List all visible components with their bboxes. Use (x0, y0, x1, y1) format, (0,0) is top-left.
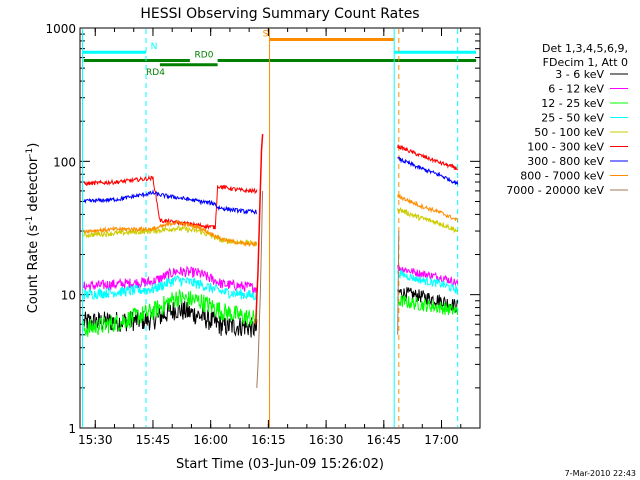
y-label-sup-2: -1 (25, 148, 35, 157)
chart-title: HESSI Observing Summary Count Rates (140, 6, 419, 22)
series-line-8 (256, 190, 264, 388)
legend-label: 3 - 6 keV (555, 68, 604, 81)
series-line-3 (397, 268, 459, 294)
series-line-5 (83, 174, 258, 231)
legend: Det 1,3,4,5,6,9, FDecim 1, Att 0 3 - 6 k… (506, 42, 628, 197)
y-label-part-1: Count Rate (s (26, 225, 41, 314)
x-tick-label: 15:30 (78, 433, 113, 447)
legend-header-2: FDecim 1, Att 0 (543, 56, 628, 69)
legend-label: 300 - 800 keV (527, 155, 604, 168)
series-line-1 (397, 264, 459, 287)
flare-spike (254, 134, 264, 325)
footer-timestamp: 7-Mar-2010 22:43 (565, 469, 636, 478)
series-line-8 (397, 231, 400, 335)
series-line-7 (83, 220, 258, 248)
y-label-part-3: ) (26, 143, 41, 148)
series-line-0 (83, 301, 258, 338)
legend-label: 12 - 25 keV (541, 97, 604, 110)
attenuator-bars: N S RD0 RD4 (82, 29, 477, 78)
state-bar-label: RD0 (195, 51, 214, 61)
x-tick-label: 16:30 (309, 433, 344, 447)
legend-label: 25 - 50 keV (541, 112, 604, 125)
y-label-sup-1: -1 (25, 216, 35, 225)
y-axis-label: Count Rate (s-1 detector-1) (25, 143, 41, 314)
state-bar-label: N (151, 42, 158, 52)
state-bar-label: RD4 (146, 68, 165, 78)
legend-label: 100 - 300 keV (527, 141, 604, 154)
legend-label: 50 - 100 keV (534, 126, 604, 139)
state-bar-label: S (263, 29, 269, 39)
legend-label: 6 - 12 keV (548, 83, 604, 96)
axes-ticks: 15:30 15:45 16:00 16:15 16:30 16:45 17:00 1 10 10… (45, 22, 481, 447)
plot-frame (79, 27, 481, 429)
y-tick-label: 1000 (45, 22, 76, 36)
x-tick-label: 17:00 (424, 433, 459, 447)
series-line-4 (83, 224, 258, 247)
y-tick-label: 10 (61, 289, 76, 303)
legend-header-1: Det 1,3,4,5,6,9, (542, 42, 628, 55)
x-tick-label: 16:00 (193, 433, 228, 447)
series-line-1 (83, 265, 258, 294)
series-line-2 (397, 294, 459, 316)
series-layer (83, 134, 459, 388)
y-tick-label: 1 (68, 422, 76, 436)
series-line-0 (397, 287, 459, 314)
series-line-7 (397, 193, 459, 222)
x-axis-label: Start Time (03-Jun-09 15:26:02) (176, 457, 384, 472)
series-line-6 (397, 156, 459, 185)
y-tick-label: 100 (53, 155, 76, 169)
x-tick-label: 15:45 (136, 433, 171, 447)
legend-label: 800 - 7000 keV (520, 170, 604, 183)
series-line-6 (83, 189, 258, 215)
y-label-part-2: detector (26, 156, 41, 216)
series-line-5 (397, 144, 458, 171)
series-line-3 (83, 274, 258, 301)
x-tick-label: 16:15 (251, 433, 286, 447)
x-tick-label: 16:45 (367, 433, 402, 447)
series-line-4 (397, 206, 459, 233)
series-line-2 (83, 288, 258, 337)
legend-label: 7000 - 20000 keV (506, 184, 604, 197)
